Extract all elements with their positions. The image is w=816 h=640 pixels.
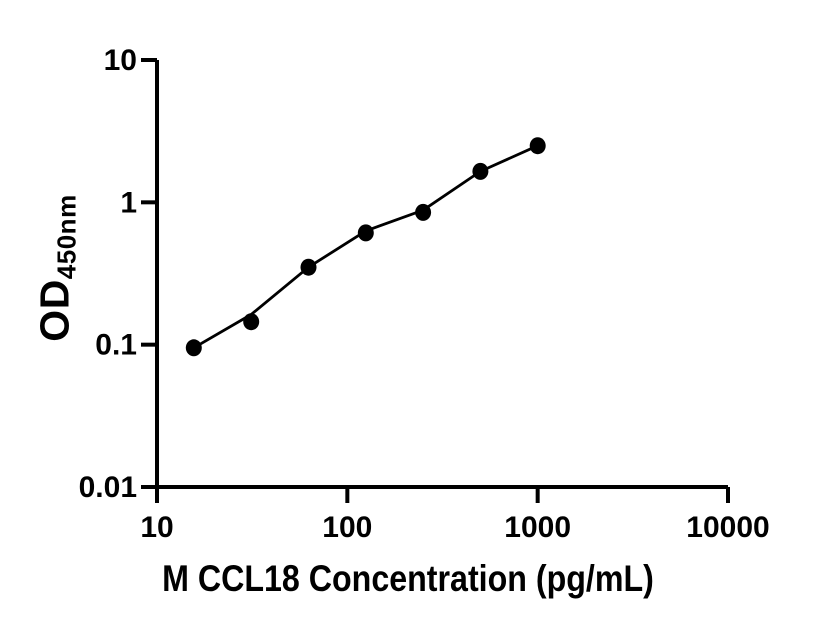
y-axis-title-main: OD: [31, 279, 78, 342]
x-tick-label: 1000: [504, 511, 571, 544]
y-tick-label: 0.1: [95, 329, 137, 362]
x-tick-label: 100: [322, 511, 372, 544]
y-tick-label: 0.01: [79, 471, 137, 504]
x-tick-label: 10: [140, 511, 173, 544]
x-axis-title: M CCL18 Concentration (pg/mL): [162, 558, 654, 599]
data-point: [415, 203, 432, 221]
data-point: [357, 224, 374, 242]
x-tick-label: 10000: [686, 511, 769, 544]
data-point: [300, 258, 317, 276]
data-point: [472, 162, 489, 180]
axis-frame: [155, 60, 728, 489]
y-tick-label: 1: [120, 186, 137, 219]
y-tick-label: 10: [104, 44, 137, 77]
data-point: [529, 137, 546, 155]
y-axis-title-subscript: 450nm: [51, 194, 82, 280]
data-point: [243, 313, 260, 331]
y-axis-title: OD450nm: [31, 194, 82, 342]
data-point: [185, 339, 202, 357]
